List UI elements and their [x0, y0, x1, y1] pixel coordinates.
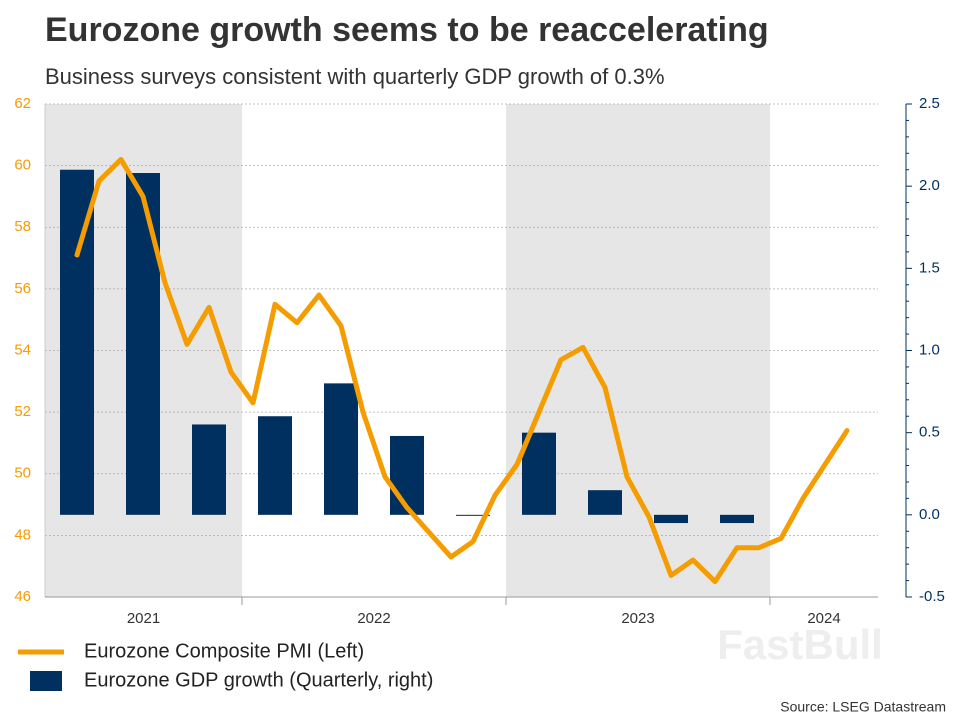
bar: [324, 383, 358, 515]
y2-tick-label: -0.5: [919, 588, 945, 605]
y-tick-label: 62: [14, 95, 31, 112]
line: [74, 156, 850, 585]
chart-title: Eurozone growth seems to be reaccelerati…: [45, 11, 769, 49]
y-tick-label: 56: [14, 280, 31, 297]
bar: [258, 416, 292, 515]
y2-tick-label: 1.5: [919, 259, 940, 276]
y-tick-label: 60: [14, 157, 31, 174]
y-tick-label: 48: [14, 526, 31, 543]
y-tick-label: 50: [14, 465, 31, 482]
bar: [588, 490, 622, 515]
x-tick-label: 2022: [357, 610, 390, 627]
watermark: FastBull: [717, 621, 883, 668]
x-tick-label: 2024: [807, 610, 840, 627]
y-tick-label: 46: [14, 588, 31, 605]
legend-swatch: [30, 671, 62, 691]
bar: [60, 169, 94, 515]
y2-tick-label: 2.0: [919, 177, 940, 194]
bar: [522, 432, 556, 515]
y2-tick-label: 0.5: [919, 424, 940, 441]
bar: [126, 173, 160, 515]
chart-subtitle: Business surveys consistent with quarter…: [45, 64, 665, 89]
y-tick-label: 54: [14, 341, 31, 358]
bar: [390, 435, 424, 515]
bar: [720, 514, 754, 524]
source: Source: LSEG Datastream: [780, 699, 946, 715]
bar: [456, 514, 490, 516]
y2-tick-label: 2.5: [919, 95, 940, 112]
bar: [192, 424, 226, 515]
y-tick-label: 52: [14, 403, 31, 420]
bar: [654, 514, 688, 524]
y2-tick-label: 0.0: [919, 506, 940, 523]
legend-label: Eurozone GDP growth (Quarterly, right): [84, 669, 433, 691]
y-tick-label: 58: [14, 218, 31, 235]
legend-label: Eurozone Composite PMI (Left): [84, 640, 364, 662]
x-tick-label: 2023: [621, 610, 654, 627]
x-tick-label: 2021: [127, 610, 160, 627]
y2-tick-label: 1.0: [919, 341, 940, 358]
